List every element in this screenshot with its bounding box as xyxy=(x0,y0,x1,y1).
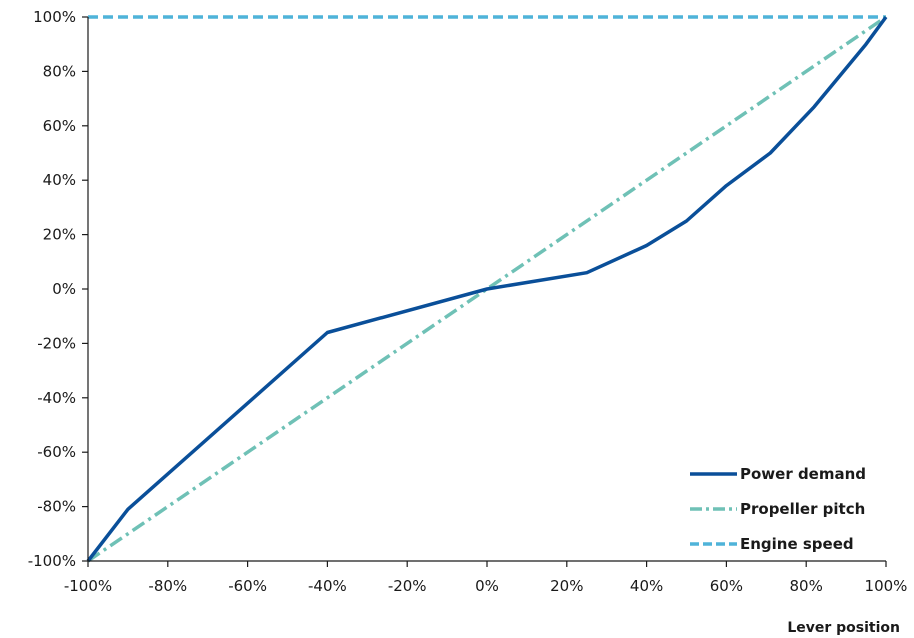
y-tick-label: -80% xyxy=(37,498,76,516)
legend-label-2: Engine speed xyxy=(740,535,854,553)
y-tick-label: 0% xyxy=(52,280,76,298)
y-tick-label: -60% xyxy=(37,443,76,461)
legend-label-1: Propeller pitch xyxy=(740,500,865,518)
x-tick-label: 0% xyxy=(475,577,499,595)
x-tick-label: -20% xyxy=(388,577,427,595)
y-tick-label: 80% xyxy=(43,62,76,80)
y-tick-label: -100% xyxy=(28,552,76,570)
legend-label-0: Power demand xyxy=(740,465,866,483)
y-tick-label: -20% xyxy=(37,334,76,352)
x-tick-label: 40% xyxy=(630,577,663,595)
legend: Power demand Propeller pitch Engine speed xyxy=(690,465,866,553)
x-tick-label: -40% xyxy=(308,577,347,595)
x-tick-label: -80% xyxy=(148,577,187,595)
x-tick-label: 80% xyxy=(790,577,823,595)
x-tick-label: 60% xyxy=(710,577,743,595)
y-tick-label: -40% xyxy=(37,389,76,407)
x-tick-label: 20% xyxy=(550,577,583,595)
x-tick-labels: -100% -80% -60% -40% -20% 0% 20% 40% 60% 80% 100% xyxy=(64,561,908,595)
x-tick-label: -60% xyxy=(228,577,267,595)
y-tick-label: 20% xyxy=(43,226,76,244)
y-tick-label: 40% xyxy=(43,171,76,189)
y-tick-label: 100% xyxy=(33,8,76,26)
y-tick-labels: 100% 80% 60% 40% 20% 0% -20% -40% -60% -80% -100% xyxy=(28,8,88,570)
y-tick-label: 60% xyxy=(43,117,76,135)
x-axis-label: Lever position xyxy=(787,620,900,636)
x-tick-label: 100% xyxy=(865,577,908,595)
x-tick-label: -100% xyxy=(64,577,112,595)
